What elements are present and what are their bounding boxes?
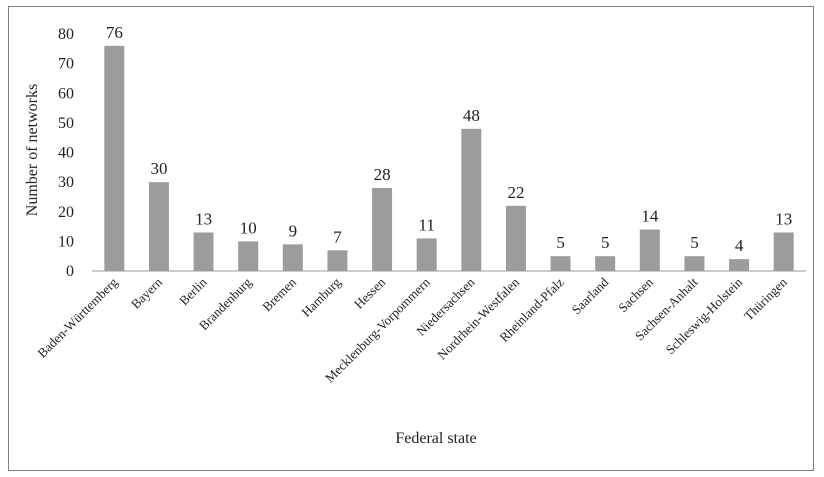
category-labels: Baden-Württemberg Bayern BerlinBrandenburg…	[34, 274, 790, 385]
data-label: 48	[463, 106, 480, 125]
bar	[639, 229, 660, 271]
bar	[505, 205, 526, 271]
data-label: 4	[735, 236, 744, 255]
bar	[773, 232, 794, 271]
category-label: Saarland	[569, 274, 612, 317]
y-axis-ticks: 0 10 20 30 40 50 60 70 80	[58, 26, 74, 280]
category-label: Hessen	[351, 274, 389, 312]
bar	[550, 256, 571, 271]
bar	[327, 250, 348, 271]
y-tick-label: 70	[58, 56, 74, 73]
data-label: 5	[556, 233, 565, 252]
data-label: 76	[106, 23, 123, 42]
category-label: Nordrhein-Westfalen	[434, 274, 522, 362]
data-label: 11	[419, 215, 435, 234]
bar	[595, 256, 616, 271]
x-axis-title: Federal state	[395, 430, 476, 447]
y-tick-label: 40	[58, 145, 74, 162]
y-tick-label: 30	[58, 174, 74, 191]
data-label: 5	[690, 233, 699, 252]
category-label: Bremen	[259, 274, 299, 314]
category-label: Bayern	[128, 274, 166, 312]
bar	[416, 238, 437, 271]
bar	[238, 241, 259, 271]
bar	[461, 128, 482, 271]
bar	[104, 45, 125, 271]
data-label: 13	[775, 209, 792, 228]
bar	[193, 232, 214, 271]
y-tick-label: 20	[58, 204, 74, 221]
data-label: 30	[150, 159, 167, 178]
category-label: Schleswig-Holstein	[663, 274, 746, 357]
bar	[684, 256, 705, 271]
data-label: 28	[374, 165, 391, 184]
bar	[372, 188, 393, 271]
data-label: 9	[289, 221, 298, 240]
data-label: 22	[507, 183, 524, 202]
y-tick-label: 50	[58, 115, 74, 132]
bars	[104, 45, 794, 271]
data-label: 7	[333, 227, 342, 246]
data-label: 10	[240, 218, 257, 237]
y-tick-label: 0	[66, 263, 74, 280]
chart-frame	[8, 6, 814, 471]
data-label: 5	[601, 233, 610, 252]
category-label: Thüringen	[741, 274, 790, 323]
y-tick-label: 80	[58, 26, 74, 43]
bar	[729, 259, 750, 271]
data-labels: 76 30 13 10 9 7 28 11 48 22 5 5 14 5 4 13	[106, 23, 792, 255]
data-label: 13	[195, 209, 212, 228]
category-label: Hamburg	[298, 274, 344, 320]
category-label: Berlin	[176, 274, 210, 308]
category-label: Sachsen	[615, 274, 656, 315]
y-tick-label: 60	[58, 85, 74, 102]
y-axis-title: Number of networks	[24, 84, 41, 216]
bar	[148, 182, 169, 271]
y-tick-label: 10	[58, 233, 74, 250]
category-label: Baden-Württemberg	[34, 274, 120, 360]
data-label: 14	[641, 207, 659, 226]
bar	[282, 244, 303, 271]
